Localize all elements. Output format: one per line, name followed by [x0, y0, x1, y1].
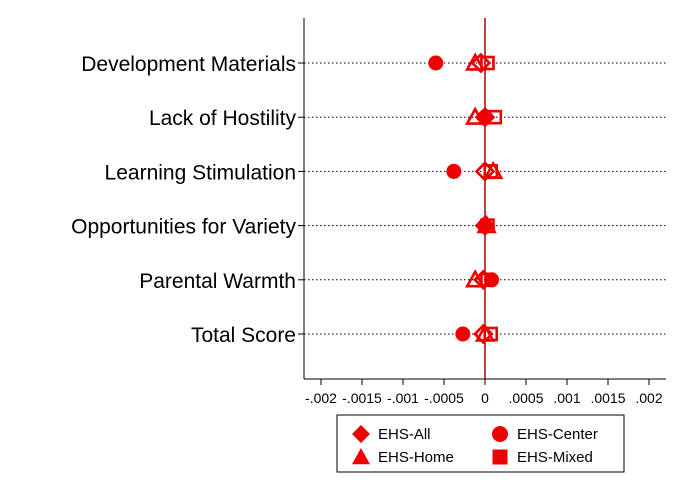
- x-tick-label: .002: [635, 390, 662, 406]
- x-tick-label: -.0015: [342, 390, 382, 406]
- category-labels: Development Materials Lack of Hostility Le…: [71, 53, 296, 347]
- legend-item: EHS-Mixed: [492, 449, 593, 466]
- x-tick-label: -.001: [387, 390, 419, 406]
- x-tick-label: .0015: [590, 390, 625, 406]
- legend-box: [336, 414, 625, 473]
- category-label: Parental Warmth: [139, 270, 296, 293]
- data-points: [428, 52, 504, 345]
- legend-marker: [492, 426, 508, 442]
- gridlines: [298, 62, 666, 335]
- point-ehs-all: [474, 106, 496, 128]
- x-ticks: -.002 -.0015 -.001 -.0005 0 .0005 .001 .0015 .00…: [305, 379, 663, 406]
- x-tick-label: -.0005: [424, 390, 464, 406]
- legend-marker: [352, 448, 370, 465]
- point-ehs-all: [473, 269, 494, 291]
- point-ehs-all: [474, 161, 496, 182]
- point-ehs-all: [470, 52, 492, 74]
- point-ehs-mixed: [483, 326, 499, 342]
- point-ehs-mixed: [487, 109, 503, 125]
- legend-item: EHS-Center: [492, 426, 598, 443]
- point-ehs-all: [474, 215, 496, 236]
- category-label: Lack of Hostility: [149, 107, 297, 130]
- point-ehs-home: [464, 106, 486, 125]
- legend-marker: [492, 449, 508, 465]
- category-label: Learning Stimulation: [105, 161, 296, 184]
- point-ehs-center: [428, 55, 444, 71]
- legend-label: EHS-Center: [517, 426, 598, 443]
- category-label: Total Score: [191, 324, 296, 347]
- point-ehs-center: [446, 163, 462, 179]
- point-ehs-center: [455, 326, 471, 342]
- legend-item: EHS-Home: [352, 448, 454, 466]
- legend-item: EHS-All: [352, 425, 431, 443]
- point-ehs-mixed: [483, 164, 499, 179]
- x-tick-label: .0005: [508, 390, 543, 406]
- x-tick-label: 0: [481, 390, 489, 406]
- point-ehs-home: [464, 52, 486, 71]
- legend-label: EHS-Mixed: [517, 449, 593, 466]
- legend-items: EHS-All EHS-Center EHS-Home EHS-Mixed: [352, 425, 598, 466]
- x-tick-label: -.002: [305, 390, 337, 406]
- legend: EHS-All EHS-Center EHS-Home EHS-Mixed: [336, 414, 625, 473]
- point-ehs-all: [473, 323, 494, 345]
- legend-label: EHS-All: [378, 426, 431, 443]
- category-label: Opportunities for Variety: [71, 216, 296, 239]
- legend-label: EHS-Home: [378, 449, 454, 466]
- legend-marker: [352, 425, 370, 443]
- point-ehs-home: [464, 269, 486, 288]
- category-label: Development Materials: [81, 53, 296, 76]
- point-ehs-mixed: [480, 55, 495, 71]
- x-tick-label: .001: [553, 390, 580, 406]
